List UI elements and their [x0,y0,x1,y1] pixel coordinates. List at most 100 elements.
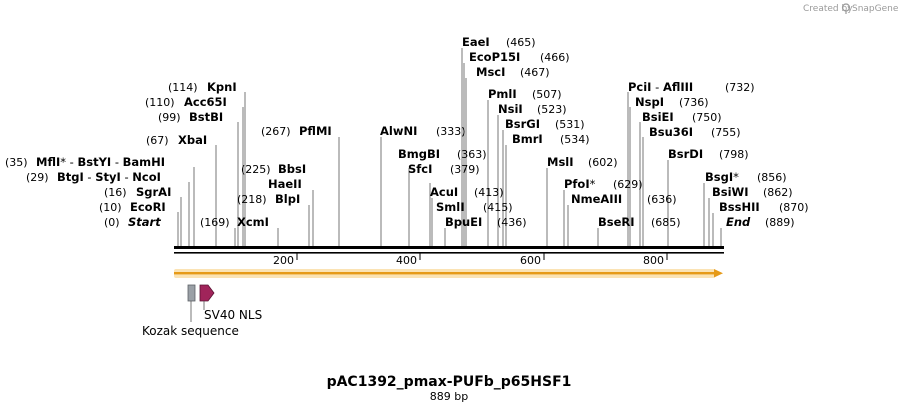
site-bseri: BseRI (685) [598,215,681,229]
svg-text:BsiWI: BsiWI [712,185,749,199]
site-pflmi: (267) PflMI [261,124,332,138]
tick-label: 800 [643,254,664,267]
svg-text:XbaI: XbaI [178,133,207,147]
svg-text:BsiEI: BsiEI [642,110,674,124]
svg-text:(29): (29) [26,171,49,184]
svg-text:(114): (114) [168,81,198,94]
svg-text:EcoRI: EcoRI [130,200,166,214]
svg-text:MslI: MslI [547,155,574,169]
sv40-nls-label: SV40 NLS [204,308,262,322]
plasmid-name: pAC1392_pmax-PUFb_p65HSF1 [327,374,572,390]
site-xbai: (67) XbaI [146,133,207,147]
svg-text:BmgBI: BmgBI [398,147,440,161]
site-bsrgi: BsrGI (531) [505,117,585,131]
credit-prefix: Created by [803,4,853,14]
svg-text:EaeI: EaeI [462,35,490,49]
svg-text:PflMI: PflMI [299,124,332,138]
site-bsshii: BssHII (870) [719,200,809,214]
svg-text:BbsI: BbsI [278,162,306,176]
svg-text:SgrAI: SgrAI [136,185,171,199]
svg-text:(629): (629) [613,178,643,191]
tick-label: 600 [520,254,541,267]
svg-text:(415): (415) [483,201,513,214]
svg-text:(10): (10) [99,201,122,214]
site-bsu36i: Bsu36I (755) [649,125,741,139]
svg-text:(379): (379) [450,163,480,176]
svg-text:BsrGI: BsrGI [505,117,540,131]
svg-text:Bsu36I: Bsu36I [649,125,693,139]
credit-brand: SnapGene [852,4,899,14]
svg-text:NspI: NspI [635,95,664,109]
site-alwni: AlwNI (333) [380,124,466,138]
svg-text:(267): (267) [261,125,291,138]
site-haeii: HaeII [268,177,302,191]
site-bmri: BmrI (534) [512,132,590,146]
svg-text:SfcI: SfcI [408,162,432,176]
svg-text:(225): (225) [241,163,271,176]
svg-text:EcoP15I: EcoP15I [469,50,520,64]
svg-text:AcuI: AcuI [430,185,458,199]
svg-text:(333): (333) [436,125,466,138]
svg-text:(862): (862) [763,186,793,199]
site-nspi: NspI (736) [635,95,709,109]
kozak-label: Kozak sequence [142,324,239,338]
site-btgi-styi-ncoi: (29) BtgI - StyI - NcoI [26,170,161,184]
site-leader-lines [177,48,722,246]
svg-text:SmlI: SmlI [436,200,465,214]
svg-text:(732): (732) [725,81,755,94]
site-bstbi: (99) BstBI [158,110,223,124]
svg-text:(531): (531) [555,118,585,131]
svg-text:(0): (0) [104,216,120,229]
svg-text:BseRI: BseRI [598,215,635,229]
site-mfli-bstyi-bamhi: (35) MflI* - BstYI - BamHI [5,155,165,169]
svg-text:(16): (16) [104,186,127,199]
svg-text:(534): (534) [560,133,590,146]
svg-text:BsgI*: BsgI* [705,170,739,184]
svg-text:XcmI: XcmI [237,215,269,229]
svg-text:(218): (218) [237,193,267,206]
site-nsii: NsiI (523) [498,102,567,116]
svg-text:BpuEI: BpuEI [445,215,482,229]
svg-text:(507): (507) [532,88,562,101]
site-start: (0) Start [104,215,161,229]
svg-text:(750): (750) [692,111,722,124]
svg-text:(798): (798) [719,148,749,161]
svg-text:(870): (870) [779,201,809,214]
svg-text:(467): (467) [520,66,550,79]
site-kpni: (114) KpnI [168,80,237,94]
svg-text:(413): (413) [474,186,504,199]
orf-arrow [174,269,723,278]
tick-label: 400 [396,254,417,267]
site-pcii-afliii: PciI - AflIII (732) [628,80,755,94]
svg-text:(736): (736) [679,96,709,109]
svg-text:BsrDI: BsrDI [668,147,703,161]
site-bsgi: BsgI* (856) [705,170,787,184]
svg-text:(602): (602) [588,156,618,169]
site-eaei: EaeI (465) [462,35,536,49]
restriction-sites: (114) KpnI (110) Acc65I (99) BstBI (67) XbaI… [5,35,809,229]
site-ecop15i: EcoP15I (466) [469,50,570,64]
svg-text:Start: Start [128,215,161,229]
site-end: End (889) [726,215,795,229]
site-bsiwi: BsiWI (862) [712,185,793,199]
site-ecori: (10) EcoRI [99,200,166,214]
svg-text:PfoI*: PfoI* [564,177,596,191]
sequence-backbone [174,246,724,254]
svg-text:(856): (856) [757,171,787,184]
kozak-feature: Kozak sequence [142,284,239,338]
svg-text:PciI - AflIII: PciI - AflIII [628,80,693,94]
plasmid-size: 889 bp [430,390,468,403]
svg-text:AlwNI: AlwNI [380,124,417,138]
svg-text:NsiI: NsiI [498,102,523,116]
tick-label: 200 [273,254,294,267]
sv40-nls-feature: SV40 NLS [199,284,262,322]
svg-text:BtgI - StyI - NcoI: BtgI - StyI - NcoI [57,170,161,184]
svg-text:BssHII: BssHII [719,200,760,214]
site-pmli: PmlI (507) [488,87,562,101]
site-blpi: (218) BlpI [237,192,300,206]
svg-text:End: End [726,215,751,229]
svg-text:BstBI: BstBI [189,110,223,124]
svg-text:(755): (755) [711,126,741,139]
svg-text:MflI* - BstYI - BamHI: MflI* - BstYI - BamHI [36,155,165,169]
